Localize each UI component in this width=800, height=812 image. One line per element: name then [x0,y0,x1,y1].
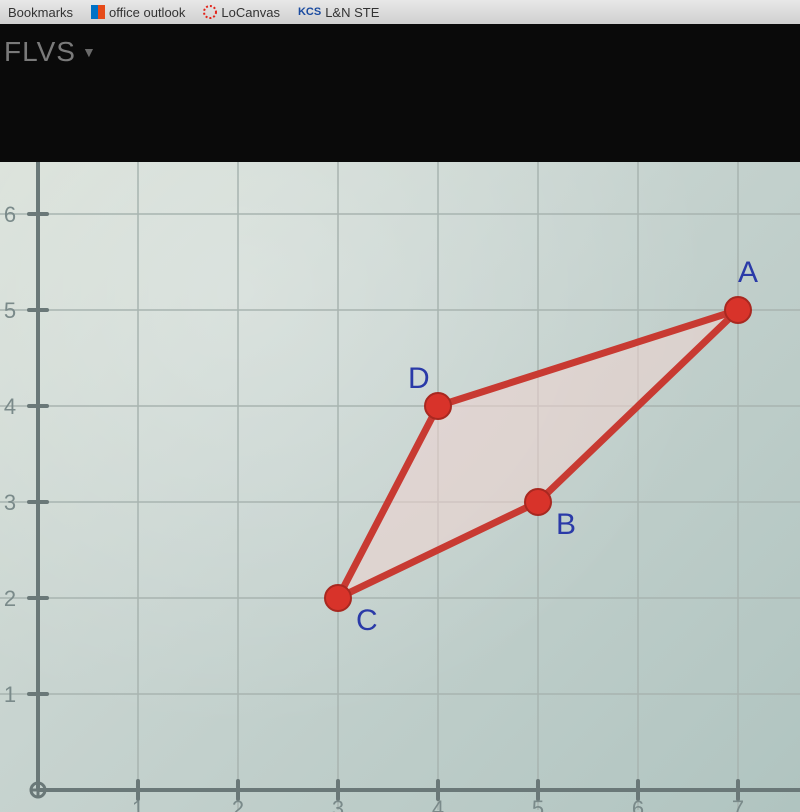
x-tick-7: 7 [732,796,744,812]
chart-svg: ABCD 12345612345678 [0,162,800,812]
canvas-icon [203,5,217,19]
y-tick-2: 2 [4,586,16,611]
y-tick-3: 3 [4,490,16,515]
bookmark-ln[interactable]: KCS L&N STE [298,5,379,20]
x-tick-6: 6 [632,796,644,812]
bookmark-label: LoCanvas [221,5,280,20]
bookmark-truncated[interactable]: Bookmarks [8,5,73,20]
label-c: C [356,604,378,637]
outlook-icon [91,5,105,19]
vertex-d [425,393,451,419]
y-tick-4: 4 [4,394,16,419]
y-tick-1: 1 [4,682,16,707]
x-tick-3: 3 [332,796,344,812]
bookmark-label: Bookmarks [8,5,73,20]
bookmark-prefix: KCS [298,6,321,18]
bookmark-label: office outlook [109,5,185,20]
vertex-c [325,585,351,611]
bookmark-label: L&N STE [325,5,379,20]
bookmark-locanvas[interactable]: LoCanvas [203,5,280,20]
label-d: D [408,362,430,395]
app-toolbar: FLVS ▼ [0,24,800,162]
x-tick-5: 5 [532,796,544,812]
coordinate-chart: ABCD 12345612345678 [0,162,800,812]
flvs-label: FLVS [4,36,76,68]
x-tick-4: 4 [432,796,444,812]
vertex-a [725,297,751,323]
browser-bookmarks-bar: Bookmarks office outlook LoCanvas KCS L&… [0,0,800,24]
y-tick-6: 6 [4,202,16,227]
chevron-down-icon: ▼ [82,44,97,60]
bookmark-outlook[interactable]: office outlook [91,5,185,20]
vertex-b [525,489,551,515]
label-a: A [738,256,758,289]
flvs-dropdown[interactable]: FLVS ▼ [2,36,97,68]
x-tick-1: 1 [132,796,144,812]
label-b: B [556,508,576,541]
x-tick-2: 2 [232,796,244,812]
y-tick-5: 5 [4,298,16,323]
